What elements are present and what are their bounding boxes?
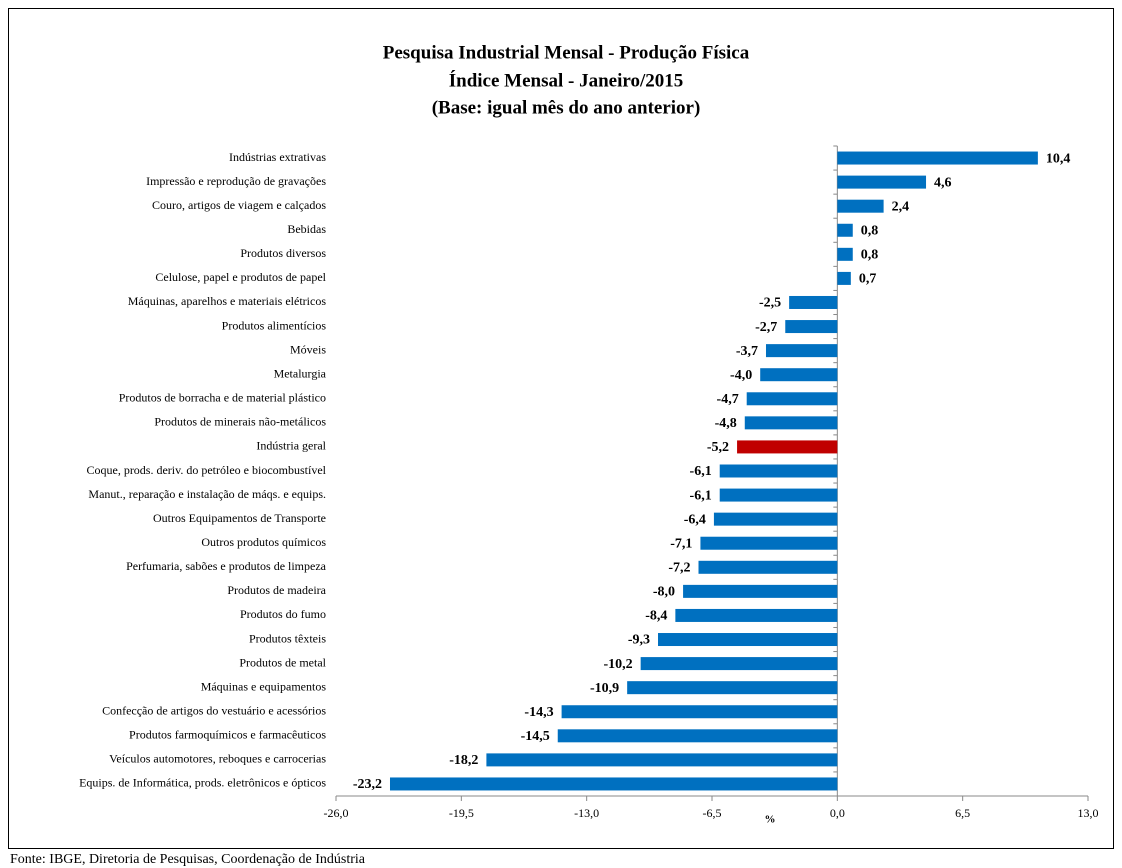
x-tick-label: -13,0	[574, 806, 599, 820]
y-tick-label: Produtos de borracha e de material plást…	[119, 391, 326, 405]
x-tick-label: 6,5	[955, 806, 970, 820]
value-label: -3,7	[736, 344, 758, 359]
value-label: -14,5	[521, 729, 550, 744]
bar	[737, 440, 838, 454]
bar	[389, 777, 838, 791]
value-label: -23,2	[353, 777, 382, 792]
value-label: -5,2	[707, 440, 729, 455]
chart-border	[8, 8, 1114, 849]
value-label: -10,9	[590, 681, 619, 696]
y-tick-label: Equips. de Informática, prods. eletrônic…	[79, 776, 326, 790]
bar	[658, 633, 838, 647]
bar	[683, 584, 838, 598]
value-label: -10,2	[603, 657, 632, 672]
bar	[837, 223, 853, 237]
bar	[837, 271, 851, 285]
y-tick-label: Produtos farmoquímicos e farmacêuticos	[129, 728, 326, 742]
y-tick-label: Produtos de minerais não-metálicos	[154, 415, 326, 429]
value-label: -7,2	[668, 561, 690, 576]
value-label: 0,8	[861, 223, 879, 238]
y-tick-label: Outros Equipamentos de Transporte	[153, 511, 326, 525]
value-label: -8,0	[653, 585, 675, 600]
y-tick-label: Indústria geral	[256, 439, 326, 453]
value-label: -4,7	[717, 392, 739, 407]
x-tick-label: -26,0	[324, 806, 349, 820]
value-label: -6,1	[690, 464, 712, 479]
bar	[785, 320, 838, 334]
source: Fonte: IBGE, Diretoria de Pesquisas, Coo…	[10, 852, 366, 867]
bar	[760, 368, 838, 382]
bar	[561, 705, 838, 719]
bar	[713, 512, 838, 526]
chart-title: Pesquisa Industrial Mensal - Produção Fí…	[383, 42, 750, 63]
value-label: -18,2	[449, 753, 478, 768]
value-label: 10,4	[1046, 151, 1071, 166]
y-tick-label: Produtos têxteis	[249, 631, 326, 645]
y-tick-label: Móveis	[290, 342, 326, 356]
value-label: -2,5	[759, 296, 781, 311]
value-label: -14,3	[524, 705, 553, 720]
value-label: -9,3	[628, 633, 650, 648]
y-tick-label: Confecção de artigos do vestuário e aces…	[102, 703, 326, 717]
value-label: 0,8	[861, 248, 879, 263]
bar	[640, 657, 838, 671]
value-label: 4,6	[934, 175, 952, 190]
y-tick-label: Veículos automotores, reboques e carroce…	[109, 752, 326, 766]
y-tick-label: Perfumaria, sabões e produtos de limpeza	[126, 559, 327, 573]
value-label: -4,8	[715, 416, 737, 431]
y-tick-label: Outros produtos químicos	[201, 535, 326, 549]
value-label: -2,7	[755, 320, 777, 335]
x-tick-label: 13,0	[1078, 806, 1099, 820]
bar	[765, 344, 838, 358]
value-label: 2,4	[892, 199, 910, 214]
bar	[789, 295, 838, 309]
y-tick-label: Produtos de metal	[239, 655, 326, 669]
y-tick-label: Indústrias extrativas	[229, 150, 326, 164]
value-label: -6,4	[684, 512, 706, 527]
y-tick-label: Manut., reparação e instalação de máqs. …	[88, 487, 326, 501]
bar	[719, 464, 838, 478]
y-tick-label: Produtos de madeira	[227, 583, 326, 597]
x-tick-label: 0,0	[830, 806, 845, 820]
x-axis-label: %	[765, 814, 776, 826]
bar	[698, 560, 838, 574]
bar	[719, 488, 838, 502]
y-tick-label: Máquinas, aparelhos e materiais elétrico…	[128, 294, 327, 308]
bar	[557, 729, 838, 743]
y-tick-label: Coque, prods. deriv. do petróleo e bioco…	[86, 463, 326, 477]
bar	[627, 681, 838, 695]
bar	[837, 175, 927, 189]
bar	[746, 392, 838, 406]
value-label: -7,1	[670, 536, 692, 551]
bar	[700, 536, 838, 550]
y-tick-label: Produtos alimentícios	[222, 318, 327, 332]
chart-title: (Base: igual mês do ano anterior)	[432, 97, 701, 118]
y-tick-label: Produtos do fumo	[240, 607, 326, 621]
bar	[486, 753, 838, 767]
y-tick-label: Impressão e reprodução de gravações	[146, 174, 326, 188]
bar	[675, 608, 838, 622]
chart-title: Índice Mensal - Janeiro/2015	[449, 69, 684, 91]
y-tick-label: Couro, artigos de viagem e calçados	[152, 198, 326, 212]
x-tick-label: -6,5	[703, 806, 722, 820]
bar	[744, 416, 838, 430]
x-tick-label: -19,5	[449, 806, 474, 820]
y-tick-label: Máquinas e equipamentos	[201, 679, 327, 693]
value-label: 0,7	[859, 272, 877, 287]
y-tick-label: Metalurgia	[274, 366, 327, 380]
value-label: -8,4	[645, 609, 667, 624]
bar	[837, 151, 1038, 165]
y-tick-label: Celulose, papel e produtos de papel	[155, 270, 326, 284]
y-tick-label: Bebidas	[287, 222, 326, 236]
bar	[837, 199, 884, 213]
bar	[837, 247, 853, 261]
value-label: -6,1	[690, 488, 712, 503]
value-label: -4,0	[730, 368, 752, 383]
y-tick-label: Produtos diversos	[240, 246, 326, 260]
